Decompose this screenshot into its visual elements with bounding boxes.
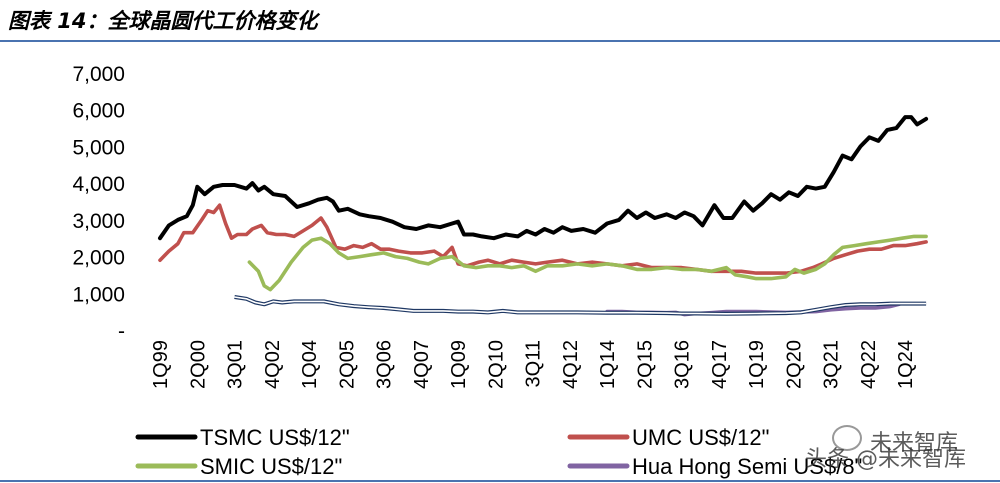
x-tick-label: 2Q05 <box>336 340 358 389</box>
series-line <box>247 234 928 292</box>
x-tick-label: 2Q20 <box>783 340 805 389</box>
x-tick-label: 4Q02 <box>262 340 284 389</box>
legend-label: UMC US$/12" <box>632 425 769 450</box>
watermark-logo-icon <box>832 425 862 451</box>
legend-label: SMIC US$/12" <box>200 454 342 479</box>
y-tick-label: 5,000 <box>72 136 125 159</box>
y-tick-label: 1,000 <box>72 283 125 306</box>
x-tick-label: 2Q10 <box>485 340 507 389</box>
x-tick-label: 1Q24 <box>895 340 917 389</box>
x-tick-label: 3Q06 <box>374 340 396 389</box>
legend-label: TSMC US$/12" <box>200 425 350 450</box>
y-tick-label: 2,000 <box>72 247 125 270</box>
x-tick-label: 2Q15 <box>634 340 656 389</box>
x-tick-label: 4Q17 <box>709 340 731 389</box>
series-line-inner <box>234 296 927 315</box>
x-tick-label: 4Q12 <box>560 340 582 389</box>
x-tick-label: 3Q11 <box>523 340 545 387</box>
watermark-brand: 未来智库 <box>870 431 959 456</box>
title-rule <box>0 40 1000 42</box>
series-line <box>158 115 929 241</box>
bottom-rule <box>0 480 1000 482</box>
x-tick-label: 1Q99 <box>150 340 172 389</box>
x-tick-label: 1Q04 <box>299 340 321 389</box>
x-tick-label: 4Q07 <box>411 340 433 389</box>
x-tick-label: 1Q09 <box>448 340 470 389</box>
x-tick-label: 3Q16 <box>672 340 694 389</box>
y-tick-label: 6,000 <box>72 100 125 123</box>
x-tick-label: 3Q01 <box>225 340 247 389</box>
watermark-text: 头条 @未来智库 <box>805 447 966 472</box>
y-tick-label: 4,000 <box>72 173 125 196</box>
x-tick-label: 1Q14 <box>597 340 619 389</box>
y-tick-label: 3,000 <box>72 210 125 233</box>
x-tick-label: 3Q21 <box>821 340 843 389</box>
x-tick-label: 4Q22 <box>858 340 880 389</box>
y-tick-label: - <box>118 320 125 343</box>
x-tick-label: 2Q00 <box>187 340 209 389</box>
y-tick-label: 7,000 <box>72 63 125 86</box>
legend-label: Hua Hong Semi US$/8" <box>632 454 862 479</box>
x-tick-label: 1Q19 <box>746 340 768 389</box>
figure-title: 图表 14：全球晶圆代工价格变化 <box>8 9 318 33</box>
series-line <box>158 203 928 275</box>
